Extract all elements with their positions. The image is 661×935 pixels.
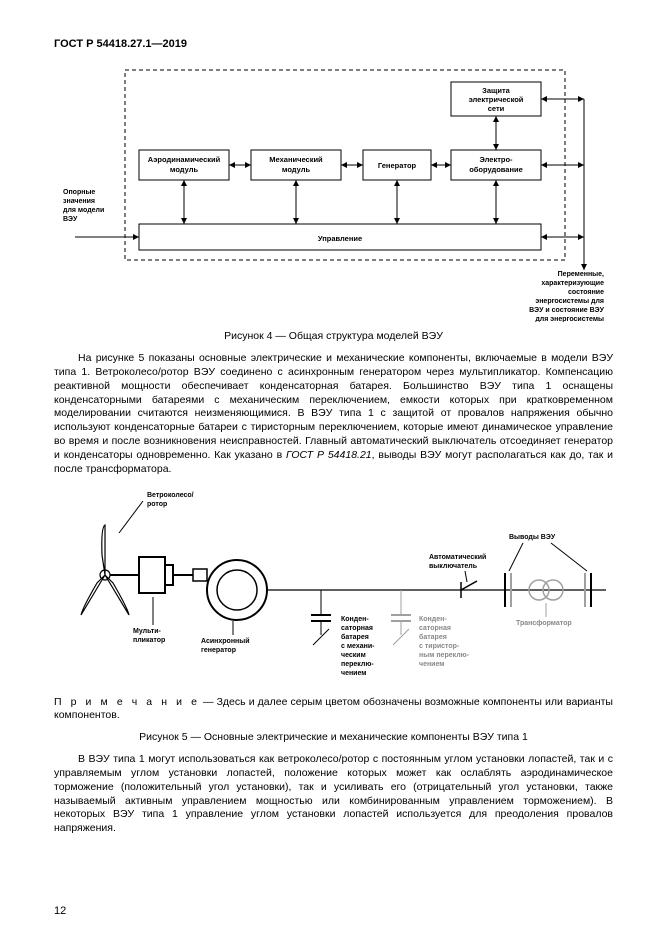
fig4-right-l1: Переменные, (558, 271, 604, 278)
fig4-protection-l1: Защита (482, 86, 510, 95)
para1-text-a: На рисунке 5 показаны основные электриче… (54, 352, 613, 461)
fig5-brk-l1: Автоматический (429, 553, 486, 561)
fig5-capt-l6: чением (419, 661, 444, 668)
fig4-right-l2: характеризующие (541, 280, 604, 287)
doc-header: ГОСТ Р 54418.27.1—2019 (54, 38, 613, 50)
fig4-right-l4: энергосистемы для (535, 298, 604, 305)
fig4-protection-l3: сети (488, 104, 505, 113)
fig4-mech-l1: Механический (269, 155, 323, 164)
fig5-capm-l5: ческим (341, 652, 366, 659)
fig4-gen: Генератор (378, 161, 417, 170)
fig5-capt-l2: саторная (419, 625, 451, 632)
fig5-capt-l1: Конден- (419, 616, 447, 623)
fig5-gen-l2: генератор (201, 647, 236, 654)
fig4-right-l3: состояние (568, 289, 604, 296)
fig5-capt-l3: батарея (419, 633, 447, 641)
page-number: 12 (54, 905, 66, 917)
paragraph-1: На рисунке 5 показаны основные электриче… (54, 352, 613, 477)
fig4-control: Управление (318, 234, 362, 243)
figure-5-diagram: Ветроколесо/ ротор Мульти- пликатор (61, 485, 606, 690)
fig5-xfmr: Трансформатор (516, 620, 572, 627)
figure-4-diagram: Защита электрической сети Аэродинамическ… (61, 62, 606, 322)
figure-5-note: П р и м е ч а н и е — Здесь и далее серы… (54, 696, 613, 723)
fig5-capm-l1: Конден- (341, 616, 369, 623)
fig4-left-l2: значения (63, 198, 95, 205)
fig5-gen-l1: Асинхронный (201, 637, 250, 645)
fig5-capm-l6: переклю- (341, 661, 374, 668)
note-label: П р и м е ч а н и е (54, 696, 200, 708)
fig4-left-l1: Опорные (63, 189, 95, 196)
figure-4-caption: Рисунок 4 — Общая структура моделей ВЭУ (54, 330, 613, 342)
fig5-rotor-l2: ротор (147, 501, 167, 508)
fig4-right-l5: ВЭУ и состояние ВЭУ (529, 307, 605, 314)
fig5-capt-l5: ным переклю- (419, 652, 470, 659)
fig4-elec-l1: Электро- (479, 155, 513, 164)
fig4-mech-l2: модуль (282, 165, 311, 174)
fig5-mult-l2: пликатор (133, 637, 165, 644)
fig4-left-l4: ВЭУ (63, 216, 78, 223)
fig4-right-l6: для энергосистемы (535, 316, 604, 322)
paragraph-2: В ВЭУ типа 1 могут использоваться как ве… (54, 753, 613, 836)
fig4-aero-l1: Аэродинамический (148, 155, 221, 164)
fig4-elec-l2: оборудование (469, 165, 523, 174)
turbine-icon (81, 525, 129, 615)
fig5-capm-l4: с механи- (341, 643, 375, 650)
fig4-aero-l2: модуль (170, 165, 199, 174)
para1-ref: ГОСТ Р 54418.21 (286, 449, 372, 461)
fig5-capm-l2: саторная (341, 625, 373, 632)
fig5-term: Выводы ВЭУ (509, 534, 556, 541)
fig5-capm-l3: батарея (341, 633, 369, 641)
fig5-mult-l1: Мульти- (133, 628, 161, 635)
fig5-capm-l7: чением (341, 670, 366, 677)
figure-5-caption: Рисунок 5 — Основные электрические и мех… (54, 731, 613, 743)
fig5-rotor-l1: Ветроколесо/ (147, 492, 194, 499)
fig5-brk-l2: выключатель (429, 563, 478, 570)
fig4-left-l3: для модели (63, 207, 104, 214)
fig5-capt-l4: с тиристор- (419, 643, 460, 650)
fig4-protection-l2: электрической (469, 95, 524, 104)
